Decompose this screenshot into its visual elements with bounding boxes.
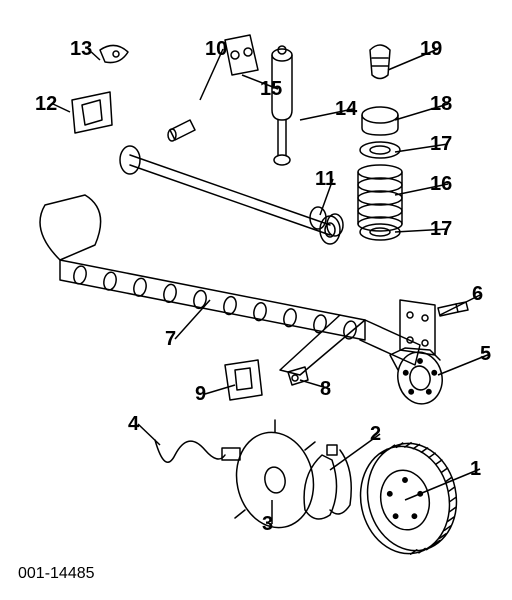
callout-13: 13 bbox=[70, 38, 92, 60]
callout-19: 19 bbox=[420, 38, 442, 60]
callout-15: 15 bbox=[260, 78, 282, 100]
callout-17: 17 bbox=[430, 218, 452, 240]
callout-14: 14 bbox=[335, 98, 358, 120]
callout-2: 2 bbox=[370, 423, 381, 445]
callout-7: 7 bbox=[165, 328, 176, 350]
callout-3: 3 bbox=[262, 513, 273, 535]
callout-17: 17 bbox=[430, 133, 452, 155]
callout-9: 9 bbox=[195, 383, 206, 405]
callout-6: 6 bbox=[472, 283, 483, 305]
callout-11: 11 bbox=[315, 168, 336, 190]
callout-5: 5 bbox=[480, 343, 491, 365]
callout-8: 8 bbox=[320, 378, 331, 400]
callout-10: 10 bbox=[205, 38, 227, 60]
callout-1: 1 bbox=[470, 458, 481, 480]
callout-16: 16 bbox=[430, 173, 452, 195]
diagram-reference: 001-14485 bbox=[18, 565, 95, 582]
callout-4: 4 bbox=[128, 413, 140, 435]
callout-18: 18 bbox=[430, 93, 452, 115]
callout-12: 12 bbox=[35, 93, 57, 115]
